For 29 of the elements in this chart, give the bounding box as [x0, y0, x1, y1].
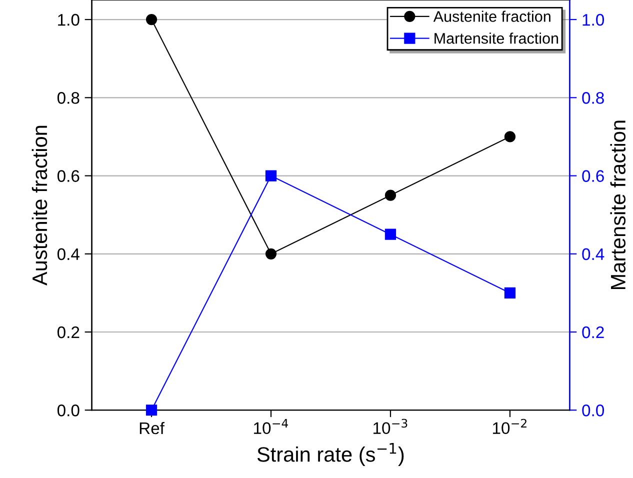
- point: [384, 190, 396, 201]
- y-axis-title: Austenite fraction: [32, 126, 48, 286]
- y2-axis-title: Martensite fraction: [610, 120, 626, 290]
- x-tick-label: 10$^{−4}$: [254, 419, 288, 434]
- point: [265, 170, 277, 182]
- y-tick-label: 0.4: [57, 248, 80, 260]
- y-tick-label: 0.0: [57, 404, 80, 416]
- point: [384, 228, 396, 240]
- y2-tick-label: 0.0: [582, 404, 604, 416]
- y-tick-label: 0.2: [57, 326, 80, 338]
- point: [504, 287, 516, 298]
- point: [504, 131, 516, 142]
- x-tick-label: 10$^{−3}$: [374, 418, 408, 434]
- y-tick-label: 0.8: [57, 92, 80, 104]
- x-tick-label: Ref: [140, 422, 165, 434]
- y2-tick-label: 1.0: [582, 14, 604, 26]
- legend-label: Martensite fraction: [434, 32, 558, 44]
- y2-tick-label: 0.6: [582, 170, 604, 182]
- point: [265, 248, 277, 260]
- y-tick-label: 1.0: [58, 14, 80, 26]
- point: [146, 404, 158, 416]
- y2-tick-label: 0.4: [582, 248, 604, 260]
- x-axis-title: Strain rate (s$^{−1}$): [257, 443, 404, 466]
- x-tick-label: 10$^{−2}$: [492, 418, 526, 434]
- legend-label: Austenite fraction: [433, 10, 550, 22]
- y2-tick-label: 0.2: [582, 326, 604, 338]
- point: [146, 14, 158, 26]
- y-tick-label: 0.6: [57, 170, 80, 182]
- y2-tick-label: 0.8: [582, 92, 604, 104]
